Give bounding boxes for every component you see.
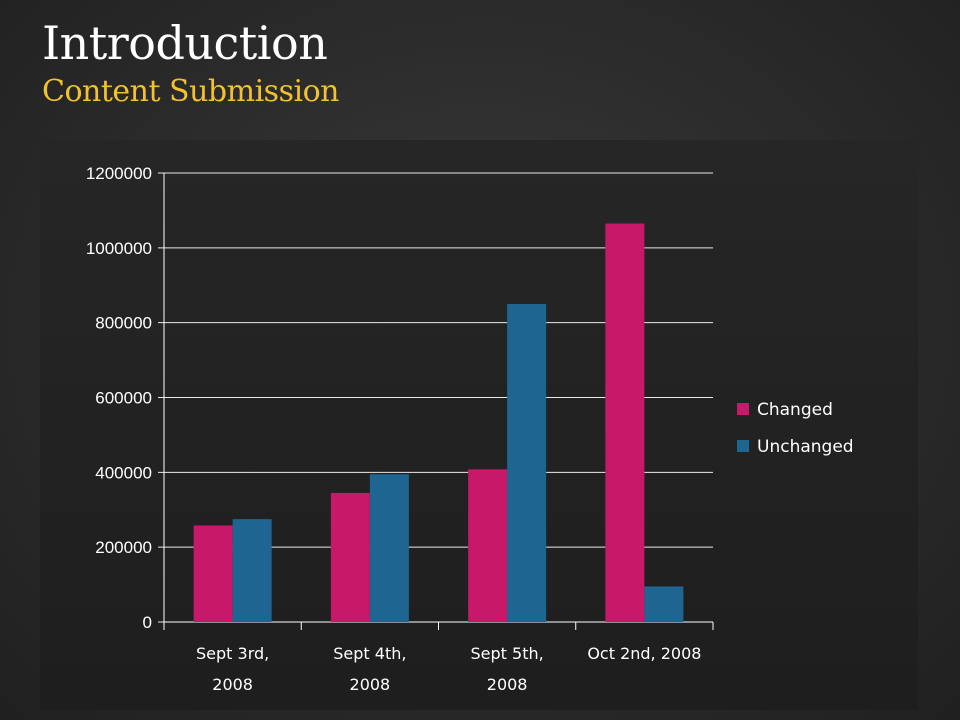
bar-chart: 0 200000 400000 600000 800000 1000000 1200000 S…: [86, 164, 854, 694]
x-category-label: Sept 3rd,: [196, 644, 269, 663]
bar-changed: [193, 525, 233, 622]
x-category-label: 2008: [350, 675, 391, 694]
legend-swatch-changed: [737, 403, 749, 415]
bar-unchanged: [369, 474, 409, 622]
bar-changed: [468, 469, 508, 622]
x-category-label: Sept 4th,: [333, 644, 406, 663]
y-tick-label: 800000: [95, 314, 152, 333]
x-category-label: 2008: [487, 675, 528, 694]
legend-label-unchanged: Unchanged: [757, 437, 854, 457]
legend-label-changed: Changed: [757, 400, 833, 420]
bar-unchanged: [232, 519, 272, 622]
bar-unchanged: [507, 303, 547, 622]
x-category-label: Sept 5th,: [471, 644, 544, 663]
y-tick-label: 1000000: [86, 239, 152, 258]
x-category-label: Oct 2nd, 2008: [587, 644, 701, 663]
slide-title: Introduction: [42, 16, 328, 70]
y-tick-label: 200000: [95, 538, 152, 557]
bar-changed: [605, 223, 645, 622]
y-tick-label: 600000: [95, 389, 152, 408]
y-tick-label: 0: [143, 613, 152, 632]
x-category-label: 2008: [212, 675, 253, 694]
slide-subtitle: Content Submission: [42, 74, 339, 109]
chart-panel: 0 200000 400000 600000 800000 1000000 1200000 S…: [40, 140, 918, 710]
y-tick-label: 400000: [95, 463, 152, 482]
bar-changed: [330, 492, 370, 622]
bar-unchanged: [644, 586, 684, 622]
legend-swatch-unchanged: [737, 440, 749, 452]
y-tick-label: 1200000: [86, 164, 152, 183]
